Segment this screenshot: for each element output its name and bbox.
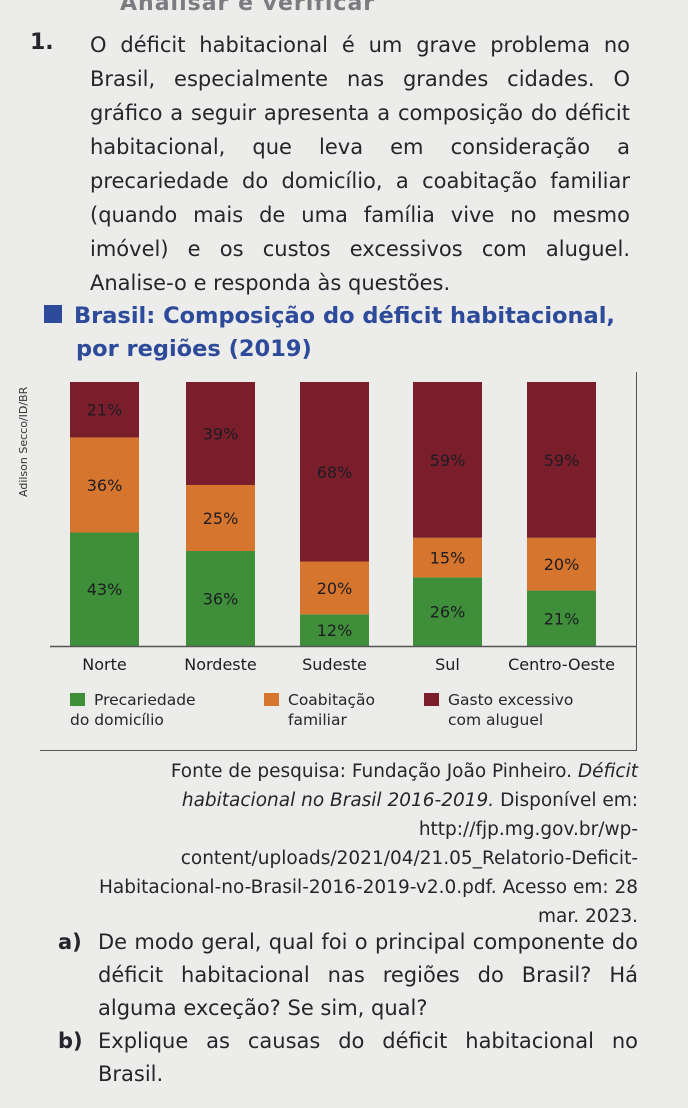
chart-legend: Precariedade do domicílio Coabitação fam…	[40, 690, 636, 746]
data-label-centro-oeste-coabitacao: 20%	[544, 555, 580, 574]
data-label-sul-gasto: 59%	[430, 451, 466, 470]
section-heading: Analisar e verificar	[120, 0, 376, 16]
source-work-title: Déficit habitacional no Brasil 2016-2019…	[181, 761, 638, 811]
data-label-sudeste-coabitacao: 20%	[317, 579, 353, 598]
chart-title-line2: por regiões (2019)	[76, 336, 312, 362]
data-label-centro-oeste-precariedade: 21%	[544, 609, 580, 628]
chart-title: Brasil: Composição do déficit habitacion…	[44, 300, 634, 366]
legend-label-precariedade-2: do domicílio	[70, 711, 164, 729]
bar-sul-gasto	[413, 382, 482, 538]
source-url: Disponível em: http://fjp.mg.gov.br/wp-c…	[99, 790, 638, 898]
source-access-date: Acesso em: 28 mar. 2023.	[502, 877, 638, 927]
category-label-sul: Sul	[435, 655, 460, 674]
bar-sudeste-gasto	[300, 382, 369, 562]
category-label-norte: Norte	[82, 655, 126, 674]
question-b: b) Explique as causas do déficit habitac…	[58, 1025, 638, 1091]
legend-item-gasto: Gasto excessivo com aluguel	[424, 690, 573, 730]
data-label-norte-coabitacao: 36%	[87, 476, 123, 495]
data-label-nordeste-gasto: 39%	[203, 424, 239, 443]
legend-swatch-coabitacao	[264, 693, 279, 706]
question-a: a) De modo geral, qual foi o principal c…	[58, 926, 638, 1025]
data-label-sul-precariedade: 26%	[430, 603, 466, 622]
data-label-nordeste-precariedade: 36%	[203, 589, 239, 608]
legend-label-gasto-1: Gasto excessivo	[448, 691, 574, 709]
bar-sudeste-precariedade	[300, 614, 369, 646]
data-label-centro-oeste-gasto: 59%	[544, 451, 580, 470]
category-label-sudeste: Sudeste	[302, 655, 367, 674]
question-intro: O déficit habitacional é um grave proble…	[90, 33, 630, 295]
bar-nordeste-gasto	[186, 382, 255, 485]
data-label-norte-precariedade: 43%	[87, 580, 123, 599]
legend-item-precariedade: Precariedade do domicílio	[70, 690, 196, 730]
chart-frame: 43% 36% 21% Norte 36% 25% 39% Nordeste 12% 20% 68%…	[40, 372, 637, 751]
bar-sul-coabitacao	[413, 537, 482, 578]
bar-sudeste-coabitacao	[300, 561, 369, 615]
question-a-text: De modo geral, qual foi o principal comp…	[98, 930, 638, 1020]
bar-norte-precariedade	[70, 532, 139, 646]
source-citation: Fonte de pesquisa: Fundação João Pinheir…	[60, 757, 638, 931]
bar-norte-gasto	[70, 382, 139, 438]
category-label-nordeste: Nordeste	[184, 655, 257, 674]
legend-label-coabitacao-2: familiar	[288, 711, 347, 729]
bar-sul-precariedade	[413, 577, 482, 646]
question-a-letter: a)	[58, 930, 82, 954]
legend-swatch-gasto	[424, 693, 439, 706]
source-prefix: Fonte de pesquisa: Fundação João Pinheir…	[170, 761, 572, 782]
stacked-bar-chart: 43% 36% 21% Norte 36% 25% 39% Nordeste 12% 20% 68%…	[50, 382, 636, 674]
data-label-nordeste-coabitacao: 25%	[203, 509, 239, 528]
question-number: 1.	[30, 30, 54, 55]
image-credit: Adilson Secco/ID/BR	[17, 386, 30, 497]
legend-label-gasto-2: com aluguel	[448, 711, 544, 729]
category-label-centro-oeste: Centro-Oeste	[508, 655, 615, 674]
bar-centro-oeste-gasto	[527, 382, 596, 538]
data-label-sudeste-precariedade: 12%	[317, 621, 353, 640]
legend-item-coabitacao: Coabitação familiar	[264, 690, 375, 730]
data-label-norte-gasto: 21%	[87, 401, 123, 420]
question-b-text: Explique as causas do déficit habitacion…	[98, 1029, 638, 1086]
bar-nordeste-coabitacao	[186, 484, 255, 551]
legend-swatch-precariedade	[70, 693, 85, 706]
bar-nordeste-precariedade	[186, 550, 255, 646]
data-label-sul-coabitacao: 15%	[430, 549, 466, 568]
legend-label-precariedade-1: Precariedade	[94, 691, 196, 709]
title-bullet-icon	[44, 305, 62, 323]
data-label-sudeste-gasto: 68%	[317, 463, 353, 482]
bar-centro-oeste-precariedade	[527, 590, 596, 646]
question-b-letter: b)	[58, 1029, 83, 1053]
bar-centro-oeste-coabitacao	[527, 537, 596, 591]
legend-label-coabitacao-1: Coabitação	[288, 691, 376, 709]
bar-norte-coabitacao	[70, 437, 139, 533]
chart-title-line1: Brasil: Composição do déficit habitacion…	[74, 303, 615, 329]
